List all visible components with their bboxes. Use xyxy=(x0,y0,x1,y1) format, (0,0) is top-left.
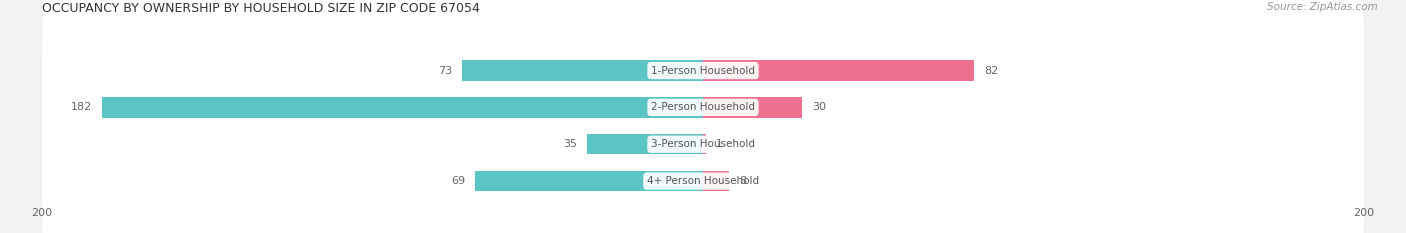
Text: 2-Person Household: 2-Person Household xyxy=(651,102,755,112)
Text: 35: 35 xyxy=(564,139,578,149)
Text: 69: 69 xyxy=(451,176,465,186)
Text: 30: 30 xyxy=(813,102,827,112)
Text: 4+ Person Household: 4+ Person Household xyxy=(647,176,759,186)
FancyBboxPatch shape xyxy=(42,45,1364,233)
FancyBboxPatch shape xyxy=(42,0,1364,170)
Text: 1: 1 xyxy=(716,139,723,149)
FancyBboxPatch shape xyxy=(42,82,1364,233)
Text: 73: 73 xyxy=(437,65,451,75)
Bar xyxy=(703,60,974,81)
Bar xyxy=(588,134,703,154)
Bar xyxy=(101,97,703,117)
Text: 3-Person Household: 3-Person Household xyxy=(651,139,755,149)
Bar xyxy=(703,134,706,154)
FancyBboxPatch shape xyxy=(42,8,1364,206)
Bar xyxy=(461,60,703,81)
Text: OCCUPANCY BY OWNERSHIP BY HOUSEHOLD SIZE IN ZIP CODE 67054: OCCUPANCY BY OWNERSHIP BY HOUSEHOLD SIZE… xyxy=(42,2,479,15)
Text: 8: 8 xyxy=(740,176,747,186)
Text: 82: 82 xyxy=(984,65,998,75)
Bar xyxy=(703,97,801,117)
Text: 1-Person Household: 1-Person Household xyxy=(651,65,755,75)
Bar xyxy=(475,171,703,191)
Text: Source: ZipAtlas.com: Source: ZipAtlas.com xyxy=(1267,2,1378,12)
Bar xyxy=(703,171,730,191)
Text: 182: 182 xyxy=(70,102,91,112)
